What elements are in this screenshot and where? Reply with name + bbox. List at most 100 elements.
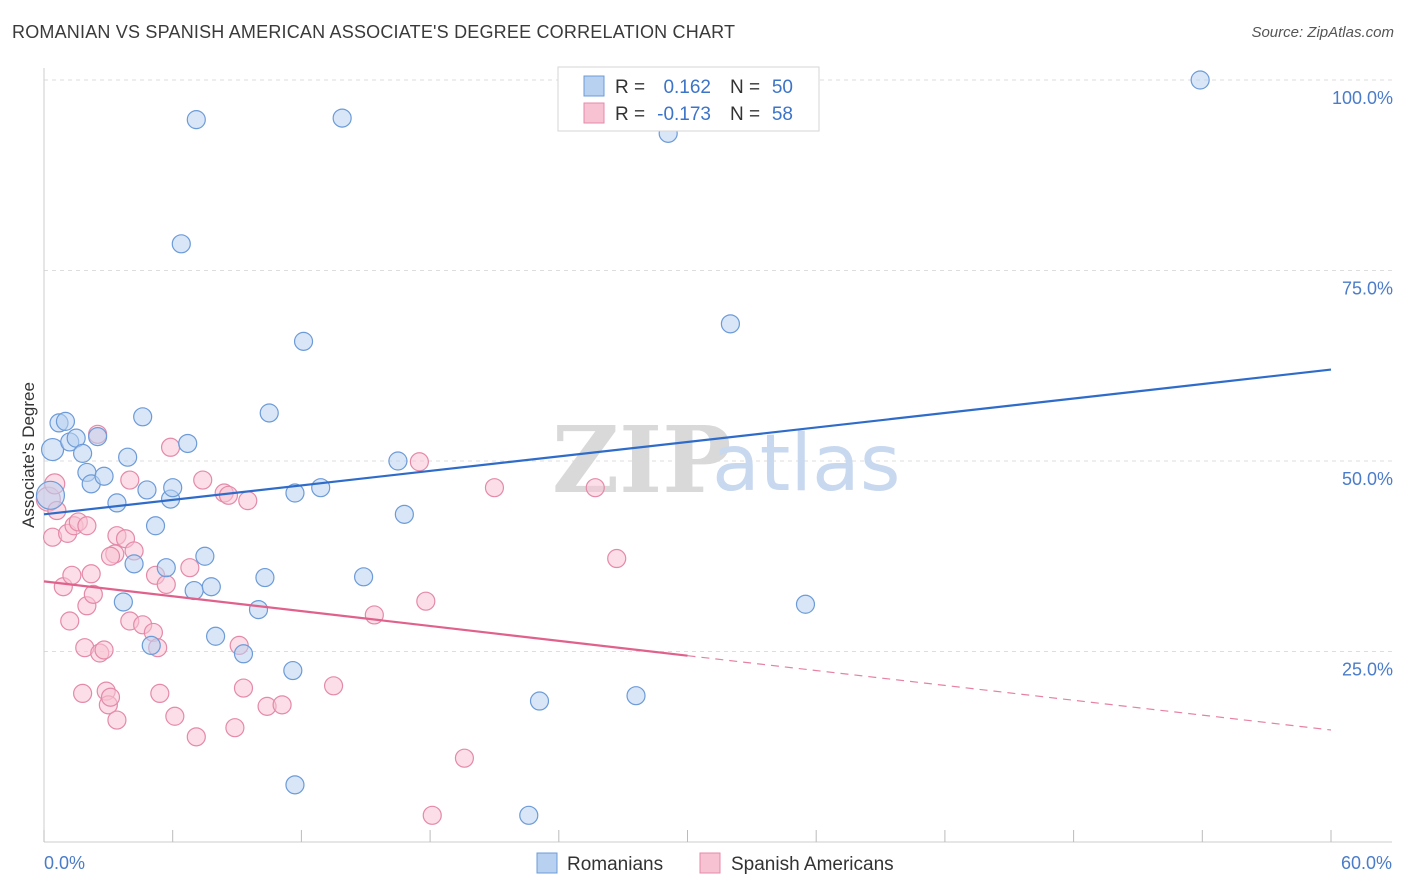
- romanian-point: [156, 558, 176, 578]
- spanish-american-point: [607, 548, 627, 569]
- spanish-american-point: [238, 491, 258, 511]
- legend-label-spanish-americans: Spanish Americans: [731, 854, 894, 875]
- x-tick-label-min: 0.0%: [44, 853, 85, 873]
- spanish-americans-trend-line: [43, 580, 688, 657]
- spanish-american-point: [94, 640, 114, 660]
- spanish-american-point: [81, 564, 101, 584]
- romanian-point: [259, 403, 279, 423]
- legend-n-value: 58: [772, 104, 793, 125]
- spanish-american-point: [62, 565, 82, 585]
- spanish-american-point: [272, 695, 292, 715]
- romanian-point: [163, 478, 183, 498]
- spanish-american-point: [120, 470, 140, 490]
- y-tick-label: 25.0%: [1342, 660, 1393, 680]
- romanian-point: [720, 314, 741, 334]
- legend-r-value: -0.173: [657, 104, 711, 125]
- romanian-point: [332, 108, 352, 128]
- romanian-point: [107, 493, 127, 513]
- data-points: [35, 70, 1210, 825]
- legend-r-label: R =: [615, 77, 645, 98]
- spanish-american-point: [150, 683, 170, 704]
- romanians-trend-line: [43, 368, 1332, 516]
- legend-n-label: N =: [730, 104, 760, 125]
- spanish-american-point: [100, 687, 121, 707]
- spanish-american-point: [233, 678, 254, 698]
- watermark-atlas: atlas: [712, 419, 901, 509]
- spanish-americans-trend-line-extension: [687, 655, 1332, 731]
- romanian-point: [178, 433, 198, 454]
- legend-swatch-spanish-americans: [699, 852, 721, 874]
- romanian-point: [184, 580, 204, 601]
- stats-legend: R = 0.162 N = 50 R = -0.173 N = 58: [557, 66, 820, 132]
- romanian-point: [94, 466, 114, 486]
- y-tick-label: 100.0%: [1332, 88, 1393, 108]
- romanian-point: [394, 504, 414, 524]
- y-tick-label: 50.0%: [1342, 469, 1393, 489]
- romanian-point: [795, 594, 816, 614]
- chart-title: ROMANIAN VS SPANISH AMERICAN ASSOCIATE'S…: [12, 22, 736, 42]
- spanish-american-point: [454, 748, 475, 768]
- watermark-zip: ZIP: [552, 406, 731, 514]
- spanish-american-point: [416, 591, 436, 611]
- gridlines: [44, 79, 1392, 652]
- romanian-point: [285, 483, 305, 503]
- trend-lines: [43, 368, 1332, 731]
- romanian-point: [283, 660, 303, 681]
- romanian-point: [118, 447, 138, 467]
- series-legend: Romanians Spanish Americans: [536, 852, 894, 875]
- watermark: ZIP atlas: [552, 406, 901, 514]
- y-tick-labels: 25.0% 50.0% 75.0% 100.0%: [1332, 88, 1393, 680]
- romanian-point: [388, 451, 408, 471]
- x-tick-label-max: 60.0%: [1341, 853, 1392, 873]
- legend-swatch-spanish-americans: [583, 102, 605, 124]
- spanish-american-point: [193, 470, 213, 490]
- romanian-point: [248, 599, 269, 620]
- romanian-point: [186, 110, 206, 130]
- romanian-point: [285, 775, 305, 795]
- romanian-point: [519, 805, 539, 825]
- legend-label-romanians: Romanians: [567, 854, 663, 875]
- romanian-point: [233, 644, 254, 664]
- y-tick-label: 75.0%: [1342, 279, 1393, 299]
- romanian-point: [255, 567, 275, 588]
- spanish-american-point: [107, 710, 127, 730]
- romanian-point: [55, 411, 76, 431]
- y-axis-title: Associate's Degree: [19, 382, 38, 528]
- romanian-point: [354, 567, 374, 587]
- romanian-point: [113, 592, 133, 612]
- legend-r-value: 0.162: [663, 77, 711, 98]
- spanish-american-point: [225, 718, 245, 738]
- legend-swatch-romanians: [583, 75, 605, 97]
- romanian-point: [88, 427, 108, 447]
- romanian-point: [73, 443, 93, 463]
- romanian-point: [293, 331, 314, 351]
- romanian-point: [40, 437, 65, 462]
- spanish-american-point: [409, 452, 429, 472]
- source-label: Source: ZipAtlas.com: [1251, 24, 1394, 41]
- romanian-point: [201, 577, 221, 597]
- spanish-american-point: [77, 516, 97, 536]
- legend-n-value: 50: [772, 77, 793, 98]
- legend-swatch-romanians: [536, 852, 558, 874]
- spanish-american-point: [73, 683, 93, 704]
- romanian-point: [311, 478, 331, 498]
- legend-n-label: N =: [730, 77, 760, 98]
- romanian-point: [141, 635, 161, 656]
- spanish-american-point: [186, 727, 206, 747]
- romanian-point: [145, 516, 166, 536]
- romanian-point: [171, 234, 191, 254]
- spanish-american-point: [165, 706, 185, 726]
- spanish-american-point: [484, 478, 505, 498]
- spanish-american-point: [100, 546, 121, 566]
- spanish-american-point: [60, 611, 80, 631]
- spanish-american-point: [323, 676, 344, 696]
- x-ticks: [43, 830, 1332, 842]
- romanian-point: [626, 686, 646, 706]
- romanian-point: [1190, 70, 1210, 90]
- spanish-american-point: [83, 584, 103, 604]
- romanian-point: [124, 554, 144, 574]
- romanian-point: [529, 691, 550, 711]
- romanian-point: [206, 626, 226, 646]
- spanish-american-point: [160, 437, 181, 457]
